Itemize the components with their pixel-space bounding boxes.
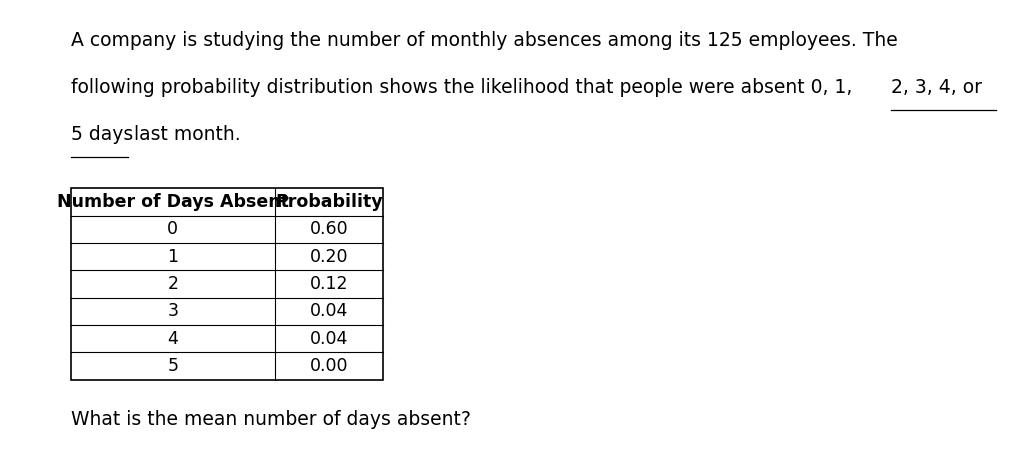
Text: 0.20: 0.20 [310, 248, 348, 266]
Text: following probability distribution shows the likelihood that people were absent : following probability distribution shows… [71, 78, 858, 97]
Text: 5 days: 5 days [71, 125, 133, 144]
Text: 4: 4 [167, 330, 179, 348]
Text: 0.12: 0.12 [310, 275, 348, 293]
Text: 0.60: 0.60 [310, 220, 348, 238]
Text: 0.00: 0.00 [310, 357, 348, 375]
Text: 0.04: 0.04 [310, 302, 348, 320]
Text: 0.04: 0.04 [310, 330, 348, 348]
Text: What is the mean number of days absent?: What is the mean number of days absent? [71, 410, 471, 429]
Text: Probability: Probability [275, 193, 383, 211]
Text: 5: 5 [167, 357, 179, 375]
Text: 0: 0 [167, 220, 179, 238]
Text: last month.: last month. [128, 125, 241, 144]
Text: 2, 3, 4, or: 2, 3, 4, or [891, 78, 982, 97]
Text: A company is studying the number of monthly absences among its 125 employees. Th: A company is studying the number of mont… [71, 31, 898, 49]
Text: Number of Days Absent: Number of Days Absent [57, 193, 289, 211]
Text: 1: 1 [167, 248, 179, 266]
Text: 2: 2 [167, 275, 179, 293]
Text: 3: 3 [167, 302, 179, 320]
